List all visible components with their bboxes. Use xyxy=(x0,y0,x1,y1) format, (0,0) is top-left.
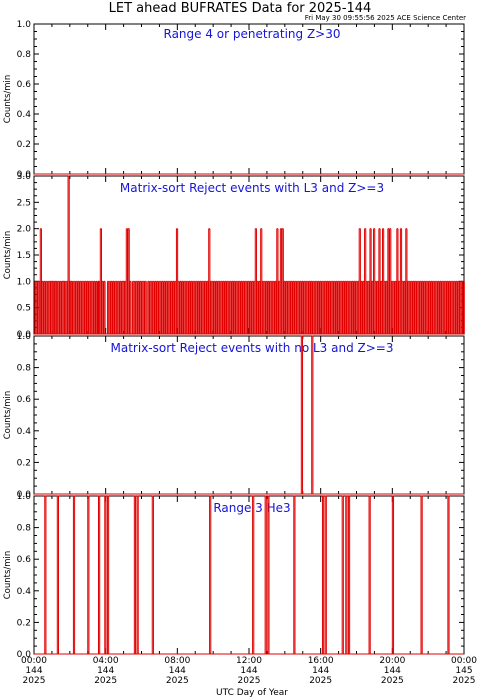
x-tick-time: 00:00 xyxy=(451,656,477,666)
panel-title: Range 4 or penetrating Z>30 xyxy=(164,27,341,41)
x-tick-time: 12:00 xyxy=(236,656,262,666)
x-tick-day: 144 xyxy=(25,666,42,676)
x-tick-time: 00:00 xyxy=(21,656,47,666)
x-axis: 00:00144202504:00144202508:00144202512:0… xyxy=(21,656,477,686)
x-tick-year: 2025 xyxy=(453,676,476,686)
y-tick-label: 0.2 xyxy=(17,458,31,468)
panel-1: 0.0 0.2 0.4 0.6 0.8 1.0 Counts/min Range 4 or p… xyxy=(3,20,465,180)
y-tick-label: 0.2 xyxy=(17,140,31,150)
x-tick-time: 16:00 xyxy=(308,656,334,666)
y-axis-label: Counts/min xyxy=(3,551,13,600)
y-tick-label: 1.0 xyxy=(17,332,32,342)
y-axis-label: Counts/min xyxy=(3,391,13,440)
y-tick-label: 1.0 xyxy=(17,492,32,502)
y-tick-label: 1.0 xyxy=(17,20,32,30)
y-tick-label: 1.5 xyxy=(17,251,31,261)
y-tick-label: 1.0 xyxy=(17,277,32,287)
panel-4: 0.0 0.2 0.4 0.6 0.8 1.0 Counts/min Range 3 He3 xyxy=(3,492,465,660)
panel-3: 0.0 0.2 0.4 0.6 0.8 1.0 Counts/min Matrix-sort … xyxy=(3,332,465,500)
y-tick-label: 2.5 xyxy=(17,198,31,208)
y-tick-label: 0.5 xyxy=(17,304,31,314)
y-tick-label: 0.4 xyxy=(17,110,32,120)
y-tick-label: 0.0 xyxy=(17,650,32,660)
x-tick-year: 2025 xyxy=(166,676,189,686)
y-tick-label: 0.6 xyxy=(17,555,32,565)
y-tick-label: 0.6 xyxy=(17,80,32,90)
y-tick-label: 0.0 xyxy=(17,490,32,500)
x-tick-day: 144 xyxy=(169,666,186,676)
x-tick-year: 2025 xyxy=(381,676,404,686)
x-tick-day: 144 xyxy=(312,666,329,676)
panel-title: Matrix-sort Reject events with no L3 and… xyxy=(111,341,394,355)
y-tick-label: 0.6 xyxy=(17,395,32,405)
y-tick-label: 0.4 xyxy=(17,427,32,437)
x-axis-label: UTC Day of Year xyxy=(216,688,288,698)
x-tick-time: 20:00 xyxy=(379,656,405,666)
x-tick-day: 144 xyxy=(240,666,257,676)
panel-frame xyxy=(33,335,465,495)
x-tick-day: 145 xyxy=(455,666,472,676)
x-tick-time: 08:00 xyxy=(164,656,190,666)
panel-2: 0.0 0.5 1.0 1.5 2.0 2.5 3.0 Counts/min Matrix-so… xyxy=(3,172,465,340)
y-tick-label: 0.0 xyxy=(17,330,32,340)
x-tick-time: 04:00 xyxy=(93,656,119,666)
figure-title: LET ahead BUFRATES Data for 2025-144 xyxy=(109,1,372,16)
y-tick-label: 0.2 xyxy=(17,618,31,628)
x-tick-year: 2025 xyxy=(309,676,332,686)
y-tick-label: 3.0 xyxy=(17,172,32,182)
panel-frame xyxy=(33,23,465,175)
panel-title: Matrix-sort Reject events with L3 and Z>… xyxy=(120,181,384,195)
panel-title: Range 3 He3 xyxy=(213,501,290,515)
y-tick-label: 0.8 xyxy=(17,364,32,374)
x-tick-year: 2025 xyxy=(238,676,261,686)
y-tick-label: 0.0 xyxy=(17,170,32,180)
x-tick-year: 2025 xyxy=(23,676,46,686)
y-tick-label: 0.8 xyxy=(17,524,32,534)
y-tick-label: 0.4 xyxy=(17,587,32,597)
x-tick-year: 2025 xyxy=(94,676,117,686)
timestamp-stamp: Fri May 30 09:55:56 2025 ACE Science Cen… xyxy=(305,14,466,22)
x-tick-day: 144 xyxy=(384,666,401,676)
panels-group: 0.0 0.2 0.4 0.6 0.8 1.0 Counts/min Range 4 or p… xyxy=(3,20,465,660)
y-axis-label: Counts/min xyxy=(3,75,13,124)
y-axis-label: Counts/min xyxy=(3,231,13,280)
y-tick-label: 2.0 xyxy=(17,225,32,235)
x-tick-day: 144 xyxy=(97,666,114,676)
y-tick-label: 0.8 xyxy=(17,50,32,60)
